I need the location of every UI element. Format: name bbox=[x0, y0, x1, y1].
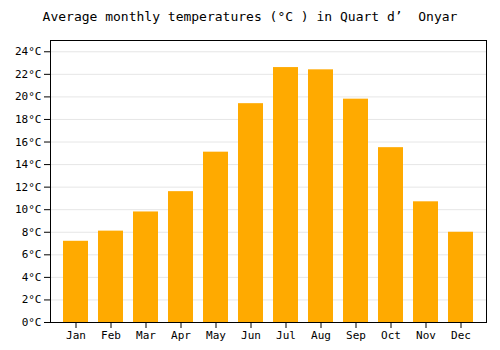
svg-text:Apr: Apr bbox=[171, 329, 191, 342]
svg-text:Jan: Jan bbox=[66, 329, 86, 342]
svg-text:22°C: 22°C bbox=[15, 68, 42, 81]
svg-text:20°C: 20°C bbox=[15, 90, 42, 103]
svg-text:Dec: Dec bbox=[451, 329, 471, 342]
svg-text:14°C: 14°C bbox=[15, 158, 42, 171]
svg-text:4°C: 4°C bbox=[22, 271, 42, 284]
svg-text:24°C: 24°C bbox=[15, 45, 42, 58]
svg-text:6°C: 6°C bbox=[22, 248, 42, 261]
svg-text:Oct: Oct bbox=[381, 329, 401, 342]
svg-text:16°C: 16°C bbox=[15, 136, 42, 149]
svg-text:Jun: Jun bbox=[241, 329, 261, 342]
svg-text:8°C: 8°C bbox=[22, 226, 42, 239]
svg-text:May: May bbox=[206, 329, 226, 342]
svg-text:Aug: Aug bbox=[311, 329, 331, 342]
svg-text:Nov: Nov bbox=[416, 329, 436, 342]
svg-text:18°C: 18°C bbox=[15, 113, 42, 126]
svg-text:12°C: 12°C bbox=[15, 181, 42, 194]
svg-text:Mar: Mar bbox=[136, 329, 156, 342]
svg-text:Sep: Sep bbox=[346, 329, 366, 342]
svg-text:Feb: Feb bbox=[101, 329, 121, 342]
html-text:Average monthly temperatures (: Average monthly temperatures (°C ) in Qu… bbox=[42, 9, 458, 24]
svg-text:2°C: 2°C bbox=[22, 293, 42, 306]
svg-text:10°C: 10°C bbox=[15, 203, 42, 216]
svg-text:Jul: Jul bbox=[276, 329, 296, 342]
svg-text:0°C: 0°C bbox=[22, 316, 42, 329]
